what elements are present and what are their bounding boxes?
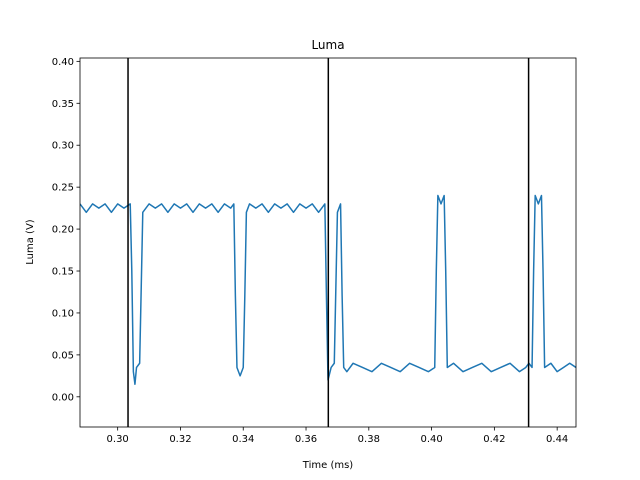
y-tick-label: 0.20	[52, 225, 74, 236]
x-tick-label: 0.30	[107, 434, 129, 445]
y-tick-label: 0.25	[52, 183, 74, 194]
x-tick-label: 0.42	[483, 434, 505, 445]
chart-title: Luma	[311, 38, 344, 52]
plot-area: 0.30 0.32 0.34 0.36 0.38 0.40 0.42 0.44 0.00 0.05…	[52, 57, 577, 445]
y-tick-label: 0.05	[52, 350, 74, 361]
series-line-0	[80, 194, 576, 385]
y-tick-label: 0.35	[52, 99, 74, 110]
y-tick-label: 0.15	[52, 267, 74, 278]
x-tick-label: 0.44	[546, 434, 568, 445]
y-tick-label: 0.40	[52, 57, 74, 68]
y-axis-title: Luma (V)	[25, 219, 36, 265]
y-tick-label: 0.00	[52, 392, 74, 403]
x-axis-title: Time (ms)	[302, 460, 354, 471]
x-tick-label: 0.34	[232, 434, 254, 445]
x-tick-label: 0.40	[420, 434, 442, 445]
y-tick-label: 0.30	[52, 141, 74, 152]
x-tick-label: 0.36	[295, 434, 317, 445]
x-tick-label: 0.32	[169, 434, 191, 445]
axes-frame	[79, 57, 577, 428]
y-tick-label: 0.10	[52, 308, 74, 319]
x-tick-label: 0.38	[358, 434, 380, 445]
